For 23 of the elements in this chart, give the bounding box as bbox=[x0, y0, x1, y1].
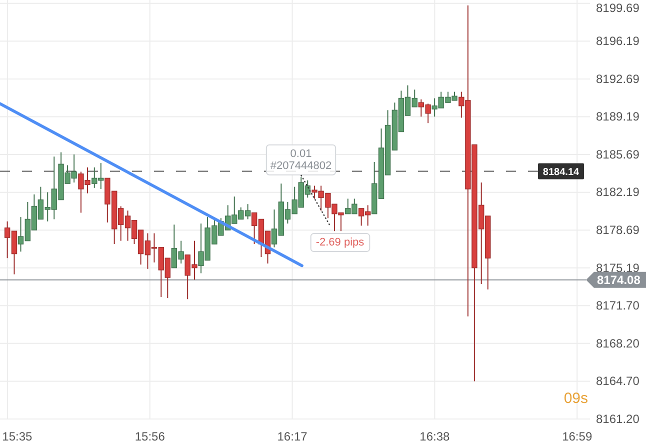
x-tick-label: 16:17 bbox=[277, 430, 308, 442]
y-tick-label: 8189.19 bbox=[596, 110, 640, 124]
y-tick-label: 8199.69 bbox=[596, 1, 640, 15]
y-tick-label: 8196.19 bbox=[596, 34, 640, 48]
y-tick-label: 8182.19 bbox=[596, 185, 640, 200]
y-tick-label: 8164.70 bbox=[596, 374, 640, 388]
annotation: 0.01 bbox=[290, 148, 312, 160]
x-tick-label: 15:56 bbox=[134, 430, 166, 442]
y-tick-label: 8161.20 bbox=[596, 412, 640, 426]
y-tick-label: 8175.19 bbox=[596, 260, 640, 275]
annotation: 09s bbox=[564, 390, 588, 407]
y-tick-label: 8185.69 bbox=[596, 147, 640, 162]
x-tick-label: 16:38 bbox=[420, 430, 450, 442]
y-tick-label: 8192.69 bbox=[596, 72, 640, 86]
ref-line-label: 8184.14 bbox=[542, 166, 580, 178]
x-tick-label: 15:35 bbox=[2, 430, 33, 442]
annotation: -2.69 pips bbox=[316, 236, 365, 249]
x-tick-label: 16:59 bbox=[562, 430, 592, 442]
y-tick-label: 8171.70 bbox=[596, 298, 640, 312]
annotation: #207444802 bbox=[270, 160, 332, 172]
y-tick-label: 8168.20 bbox=[596, 336, 640, 350]
y-tick-label: 8178.69 bbox=[596, 222, 640, 237]
ref-line-label: 8174.08 bbox=[597, 273, 641, 288]
